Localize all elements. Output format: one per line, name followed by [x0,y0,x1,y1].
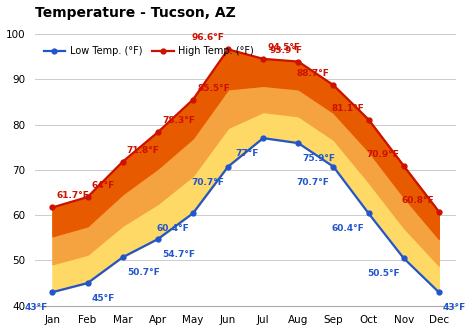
Text: 88.7°F: 88.7°F [296,69,329,78]
Text: Temperature - Tucson, AZ: Temperature - Tucson, AZ [35,6,236,20]
Text: 45°F: 45°F [92,294,115,303]
Text: 70.7°F: 70.7°F [296,178,329,187]
Text: 71.8°F: 71.8°F [127,146,160,155]
Text: 64°F: 64°F [92,181,115,190]
Text: 43°F: 43°F [25,303,48,312]
Legend: Low Temp. (°F), High Temp. (°F): Low Temp. (°F), High Temp. (°F) [40,42,258,60]
Text: 60.8°F: 60.8°F [402,196,435,205]
Text: 70.9°F: 70.9°F [366,150,400,159]
Text: 50.7°F: 50.7°F [127,268,160,277]
Text: 61.7°F: 61.7°F [56,192,90,201]
Text: 50.5°F: 50.5°F [367,269,400,278]
Text: 77°F: 77°F [236,149,259,158]
Text: 94.5°F: 94.5°F [267,43,301,52]
Text: 78.3°F: 78.3°F [162,116,195,125]
Text: 60.4°F: 60.4°F [156,224,189,233]
Text: 81.1°F: 81.1°F [332,104,365,113]
Text: 93.9°F: 93.9°F [269,46,302,55]
Text: 43°F: 43°F [443,303,466,312]
Text: 75.9°F: 75.9°F [302,154,336,163]
Text: 70.7°F: 70.7°F [191,178,224,187]
Text: 60.4°F: 60.4°F [332,224,365,233]
Text: 96.6°F: 96.6°F [191,33,224,42]
Text: 85.5°F: 85.5°F [197,84,230,93]
Text: 54.7°F: 54.7°F [162,250,195,259]
